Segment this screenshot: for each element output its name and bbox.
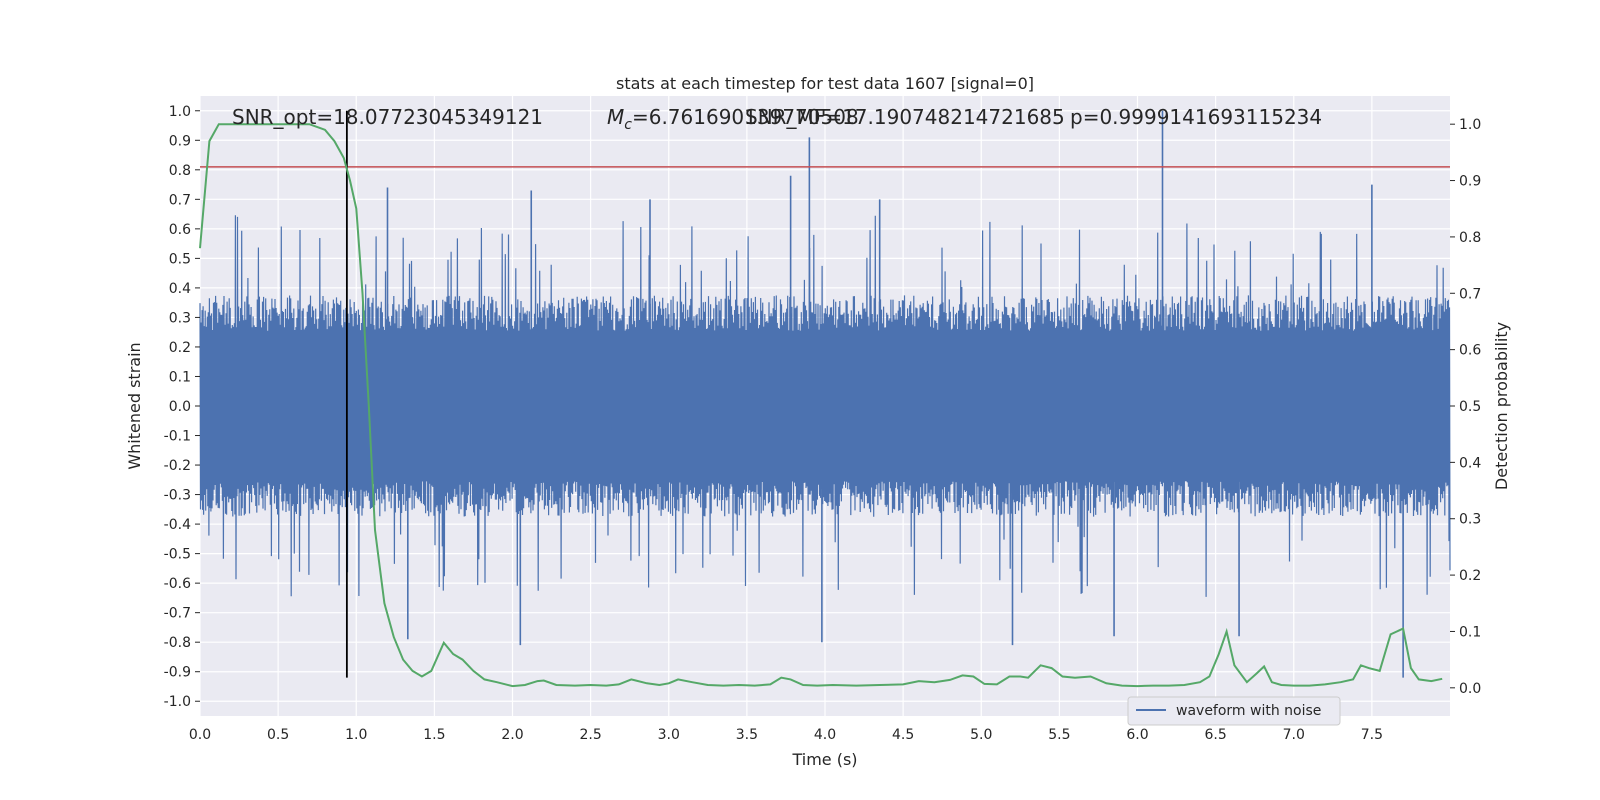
y-axis-label-right: Detection probability xyxy=(1492,322,1511,490)
y-left-tick-label: -0.8 xyxy=(164,635,191,651)
y-left-tick-label: -0.6 xyxy=(164,576,191,592)
x-tick-label: 0.5 xyxy=(267,727,289,743)
chirp-mass-annotation: Mc=6.761690139770508 xyxy=(607,105,859,133)
y-left-tick-label: 0.8 xyxy=(169,163,191,179)
x-tick-label: 7.0 xyxy=(1283,727,1305,743)
x-tick-label: 5.5 xyxy=(1048,727,1070,743)
y-left-tick-label: -0.1 xyxy=(164,429,191,445)
y-left-tick-label: 0.4 xyxy=(169,281,191,297)
x-axis-label: Time (s) xyxy=(791,750,857,769)
x-tick-labels: 0.0 0.5 1.0 1.5 2.0 2.5 3.0 3.5 4.0 4.5 5.0 5.5 6.0 6… xyxy=(189,727,1383,743)
y-right-tick-label: 0.9 xyxy=(1459,174,1481,190)
y-left-tick-label: 1.0 xyxy=(169,104,191,120)
y-left-tick-label: 0.2 xyxy=(169,340,191,356)
overlay-lines xyxy=(200,110,1450,678)
x-tick-label: 1.0 xyxy=(345,727,367,743)
probability-trace xyxy=(199,123,1443,688)
y-right-tick-label: 0.5 xyxy=(1459,399,1481,415)
y-left-tick-label: 0.0 xyxy=(169,399,191,415)
y-left-tick-label: 0.5 xyxy=(169,251,191,267)
y-right-tick-label: 0.4 xyxy=(1459,455,1481,471)
y-right-tick-label: 0.6 xyxy=(1459,343,1481,359)
y-left-tick-label: 0.6 xyxy=(169,222,191,238)
y-left-tick-label: 0.3 xyxy=(169,310,191,326)
snr-mf-annotation: SNR_MF=17.190748214721685 xyxy=(745,105,1065,129)
x-tick-label: 2.5 xyxy=(579,727,601,743)
x-tick-label: 3.5 xyxy=(736,727,758,743)
y-right-tick-label: 0.3 xyxy=(1459,512,1481,528)
y-left-tick-label: 0.7 xyxy=(169,192,191,208)
chirp-mass-subscript: c xyxy=(624,117,632,133)
y-left-tick-label: -0.5 xyxy=(164,547,191,563)
y-right-tick-label: 0.2 xyxy=(1459,568,1481,584)
y-right-tick-label: 1.0 xyxy=(1459,117,1481,133)
y-left-tick-label: 0.1 xyxy=(169,369,191,385)
y-left-tick-label: -0.7 xyxy=(164,606,191,622)
y-left-tick-label: -0.4 xyxy=(164,517,191,533)
x-tick-label: 4.5 xyxy=(892,727,914,743)
y-axis-label-left: Whitened strain xyxy=(125,342,144,469)
x-tick-label: 5.0 xyxy=(970,727,992,743)
y-left-tick-label: -1.0 xyxy=(164,694,191,710)
x-tick-label: 1.5 xyxy=(423,727,445,743)
x-tick-label: 6.0 xyxy=(1126,727,1148,743)
x-tick-label: 2.0 xyxy=(501,727,523,743)
y-left-tick-label: -0.3 xyxy=(164,488,191,504)
chart-title: stats at each timestep for test data 160… xyxy=(616,74,1034,93)
x-tick-label: 3.0 xyxy=(658,727,680,743)
max-probability-annotation: p=0.9999141693115234 xyxy=(1070,105,1322,129)
chirp-mass-value: =6.761690139770508 xyxy=(632,105,859,129)
y-right-tick-label: 0.0 xyxy=(1459,681,1481,697)
chirp-mass-symbol: M xyxy=(607,105,624,129)
probability-line xyxy=(199,123,1443,688)
y-right-tick-labels: 1.0 0.9 0.8 0.7 0.6 0.5 0.4 0.3 0.2 0.1 0.0 xyxy=(1450,117,1481,697)
y-left-tick-label: -0.9 xyxy=(164,665,191,681)
y-right-tick-label: 0.8 xyxy=(1459,230,1481,246)
legend-label: waveform with noise xyxy=(1176,703,1321,719)
y-left-tick-label: -0.2 xyxy=(164,458,191,474)
snr-opt-annotation: SNR_opt=18.07723045349121 xyxy=(232,105,543,129)
y-right-tick-label: 0.7 xyxy=(1459,286,1481,302)
y-left-tick-labels: 1.0 0.9 0.8 0.7 0.6 0.5 0.4 0.3 0.2 0.1 0.0 -0.1 -0.… xyxy=(164,104,200,710)
strain-line xyxy=(199,215,1451,597)
y-right-tick-label: 0.1 xyxy=(1459,624,1481,640)
strain-trace xyxy=(199,110,1451,678)
x-tick-label: 0.0 xyxy=(189,727,211,743)
y-left-tick-label: 0.9 xyxy=(169,133,191,149)
x-tick-label: 6.5 xyxy=(1204,727,1226,743)
x-tick-label: 7.5 xyxy=(1361,727,1383,743)
x-tick-label: 4.0 xyxy=(814,727,836,743)
legend-box xyxy=(1127,696,1341,726)
legend: waveform with noise xyxy=(1127,696,1341,726)
